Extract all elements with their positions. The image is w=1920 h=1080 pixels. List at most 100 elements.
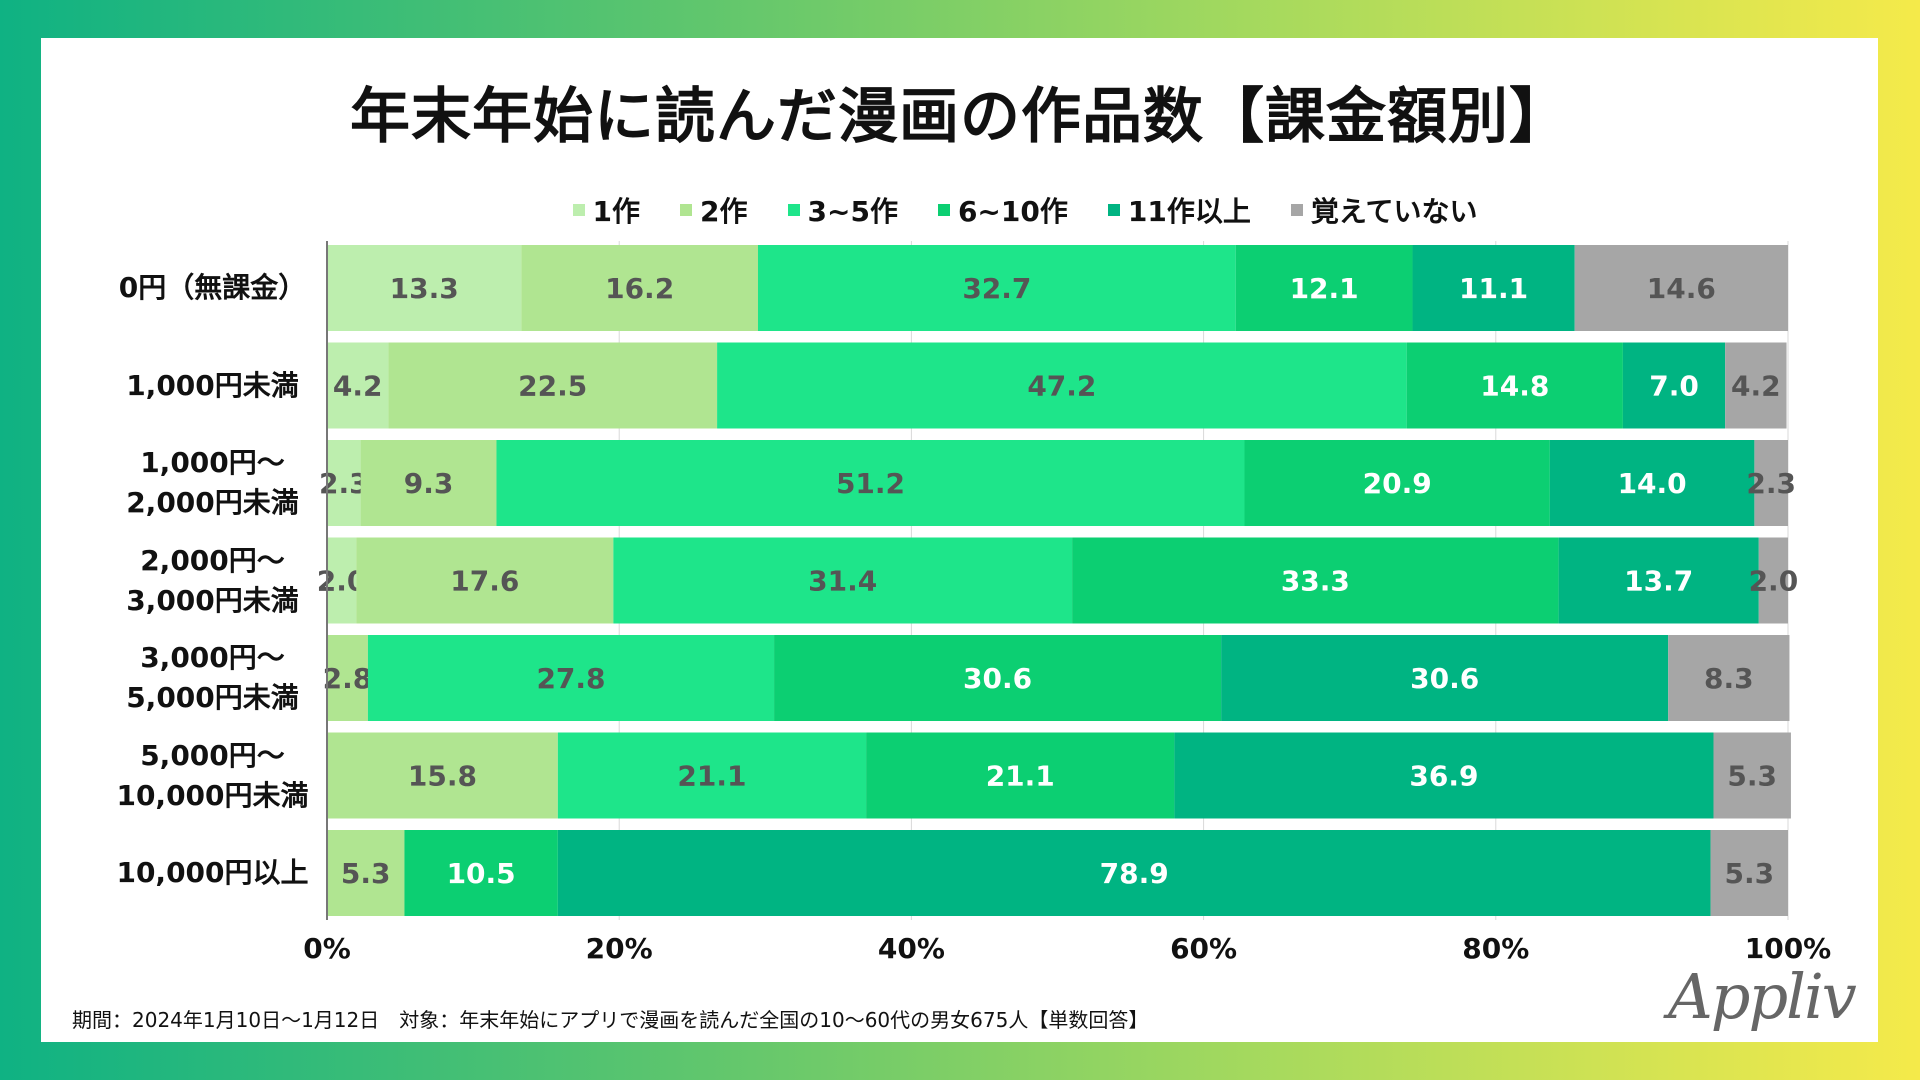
bar-segment [866,732,1175,819]
legend-item: 覚えていない [1290,190,1478,230]
legend-swatch [787,204,800,216]
category-label: 10,000円以上 [116,856,309,889]
data-label: 9.3 [404,467,454,500]
bar-segment [360,440,497,526]
legend-label: 6~10作 [957,195,1068,228]
bar-segment [717,342,1407,429]
bar-segment [1235,245,1413,331]
data-label: 13.7 [1624,565,1693,598]
data-label: 31.4 [808,565,877,598]
bar-segment [1710,830,1788,916]
data-label: 14.0 [1618,467,1687,500]
bar-segment [327,635,368,721]
chart-title: 年末年始に読んだ漫画の作品数【課金額別】 [350,82,1570,152]
data-label: 2.0 [1749,565,1799,598]
data-label: 32.7 [962,272,1031,305]
bar-segment [496,440,1245,526]
category-label: 3,000円〜 5,000円未満 [126,641,299,714]
data-label: 15.8 [408,760,477,793]
bar-segment [1725,342,1787,429]
data-label: 16.2 [605,272,674,305]
legend-swatch [572,204,585,216]
category-label: 0円（無課金） [118,271,307,304]
x-tick-label: 60% [1170,932,1237,965]
bar-segment [1622,342,1726,429]
legend-label: 11作以上 [1127,195,1251,228]
bar-segment [557,830,1711,916]
legend-label: 1作 [592,195,641,228]
bar-segment [1558,537,1759,624]
bar-segment [557,732,867,819]
bar-segment [327,830,405,916]
legend-label: 2作 [700,195,748,228]
legend-swatch [1290,204,1303,216]
data-label: 8.3 [1704,662,1754,695]
bar-segment [613,537,1073,624]
legend-swatch [937,204,950,216]
data-label: 30.6 [963,662,1032,695]
legend-item: 1作 [572,190,641,230]
bar-segment [774,635,1222,721]
data-label: 13.3 [390,272,459,305]
bar-segment [1758,537,1788,624]
x-tick-label: 100% [1745,932,1832,965]
legend-swatch [1107,204,1120,216]
bar-segment [1072,537,1559,624]
bar-segment [327,342,389,429]
bar-segment [367,635,775,721]
bar-segment [327,537,357,624]
data-label: 10.5 [447,857,516,890]
data-label: 78.9 [1100,857,1169,890]
data-label: 14.8 [1480,370,1549,403]
applyiv-logo: Appliv [1668,960,1857,1033]
category-label: 5,000円〜 10,000円未満 [116,738,309,812]
bar-segment [1412,245,1575,331]
data-label: 5.3 [1727,760,1777,793]
x-tick-label: 80% [1462,932,1529,965]
legend-item: 11作以上 [1107,190,1251,230]
data-label: 2.8 [323,662,373,695]
data-label: 22.5 [518,370,587,403]
data-label: 4.2 [333,370,383,403]
legend: 1作 2作 3~5作 6~10作 11作以上 覚えていない [0,190,1920,230]
legend-item: 3~5作 [787,190,898,230]
data-label: 5.3 [341,857,391,890]
bar-segment [1713,732,1791,819]
data-label: 12.1 [1290,272,1359,305]
bar-segment [1668,635,1790,721]
data-label: 17.6 [450,565,519,598]
data-label: 5.3 [1724,857,1774,890]
survey-footnote: 期間：2024年1月10日〜1月12日 対象：年末年始にアプリで漫画を読んだ全国… [72,1008,1149,1032]
legend-item: 6~10作 [937,190,1068,230]
category-label: 1,000円未満 [126,368,299,402]
data-label: 14.6 [1647,272,1716,305]
bar-segment [1549,440,1755,526]
data-label: 11.1 [1459,272,1528,305]
bar-segment [388,342,718,429]
bar-segment [1406,342,1623,429]
legend-swatch [680,204,693,216]
bar-segment [327,245,522,331]
bar-segment [327,732,558,819]
data-label: 21.1 [986,760,1055,793]
x-tick-label: 40% [878,932,945,965]
x-tick-label: 20% [586,932,653,965]
bar-segment [327,440,361,526]
bar-segment [521,245,758,331]
data-label: 47.2 [1027,370,1096,403]
data-label: 21.1 [677,760,746,793]
x-tick-label: 0% [303,932,351,965]
legend-item: 2作 [680,190,748,230]
bar-segment [404,830,558,916]
bar-segment [1244,440,1550,526]
bar-segment [1221,635,1669,721]
bar-segment [757,245,1236,331]
legend-label: 3~5作 [807,195,898,228]
legend-label: 覚えていない [1310,195,1478,228]
data-label: 27.8 [536,662,605,695]
bar-segment [1754,440,1788,526]
data-label: 30.6 [1410,662,1479,695]
bar-segment [1574,245,1788,331]
data-label: 51.2 [836,467,905,500]
